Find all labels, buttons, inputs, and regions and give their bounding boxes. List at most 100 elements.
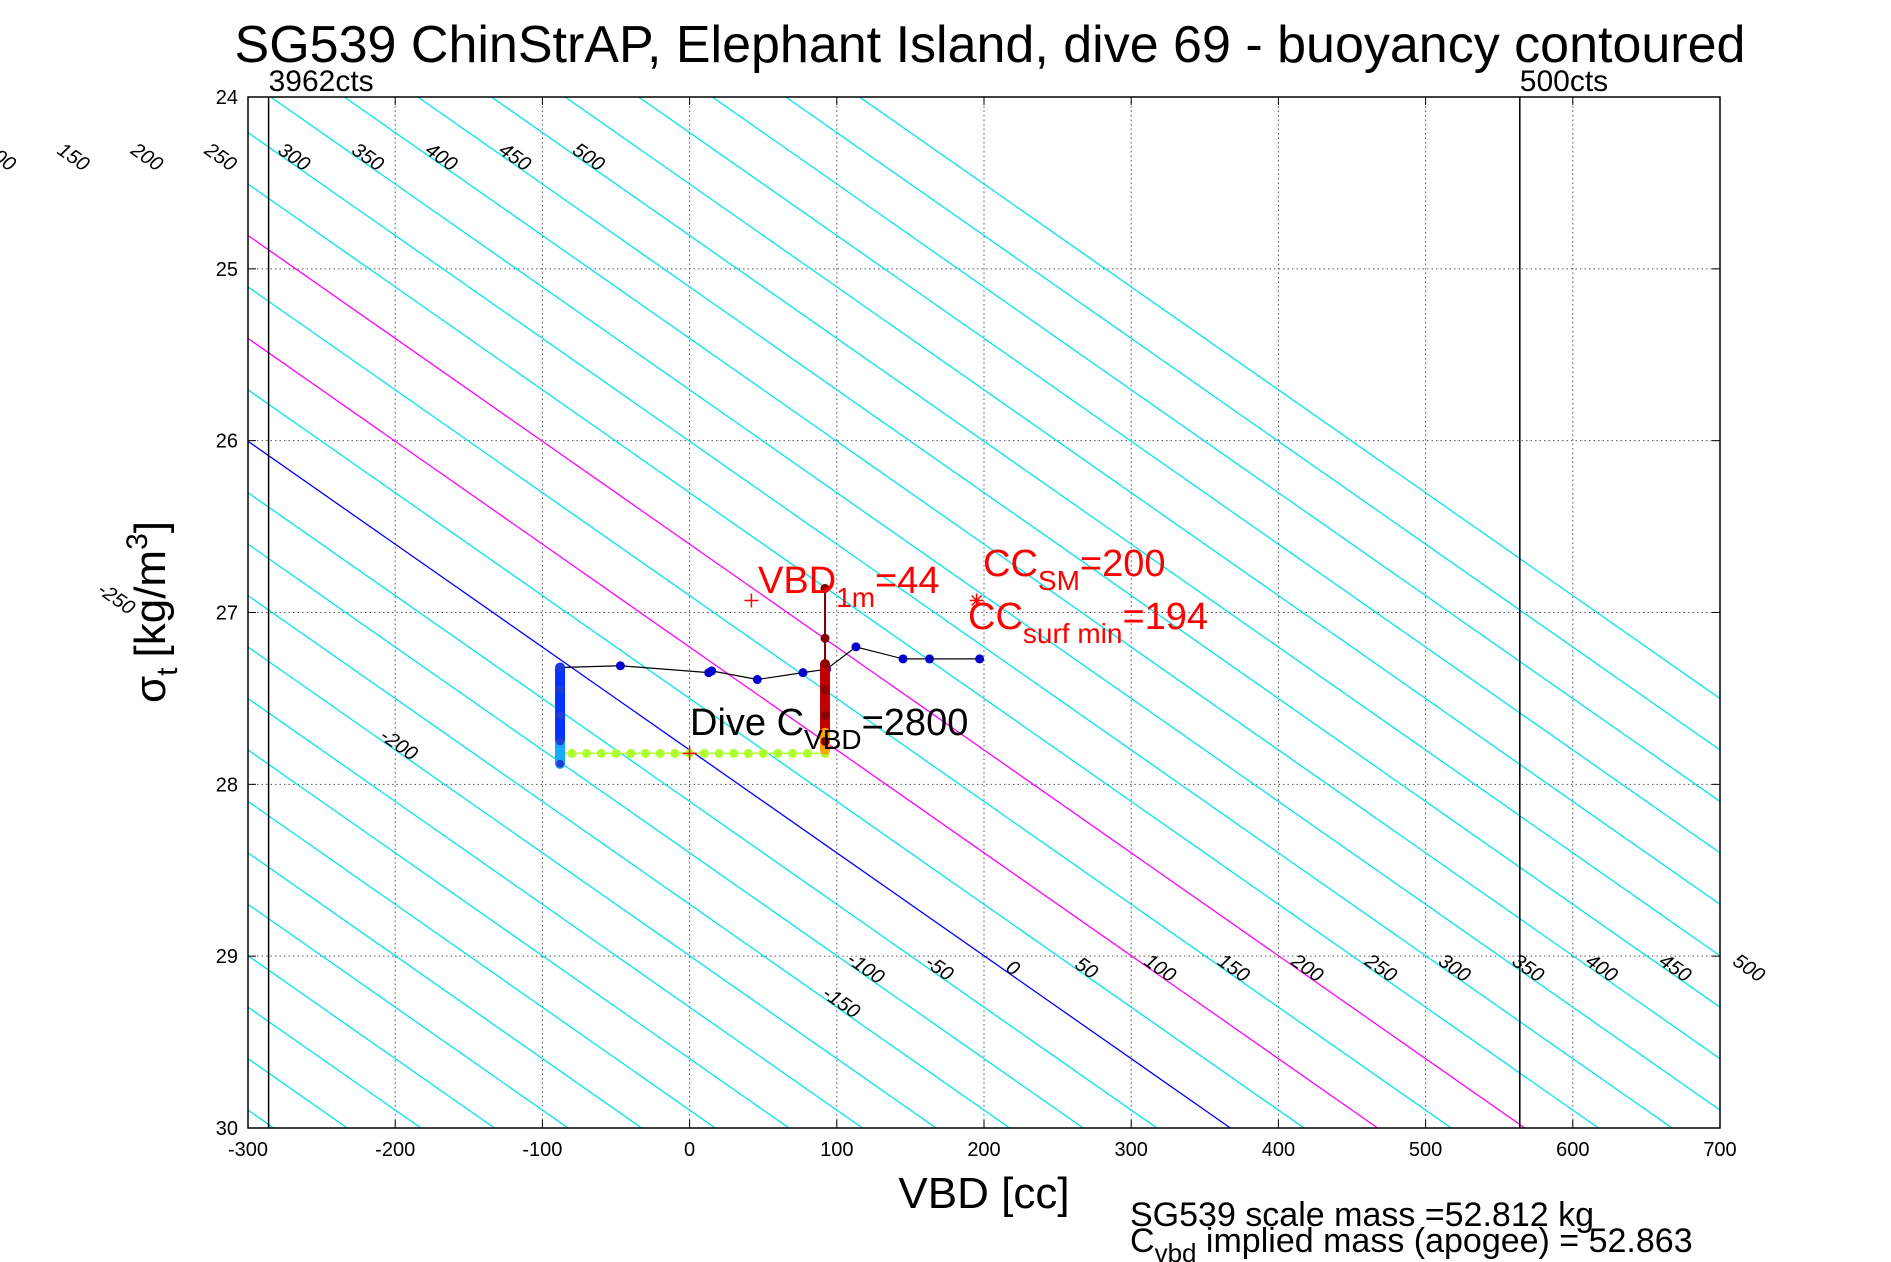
- contour-label: 100: [0, 139, 19, 176]
- climb-track-point: [670, 748, 680, 758]
- x-tick-label: -200: [375, 1139, 415, 1161]
- x-axis-label: VBD [cc]: [898, 1169, 1069, 1218]
- vbd-limit-label: 3962cts: [269, 65, 374, 98]
- apogee-right-point: [820, 685, 830, 695]
- ccsurf-value: =194: [1122, 596, 1208, 638]
- dive-track-point: [798, 668, 808, 678]
- ccsurf-sub: surf min: [1023, 618, 1123, 649]
- footer-scale-mass: SG539 scale mass =52.812 kg: [1130, 1196, 1594, 1234]
- contour-line: [711, 97, 1720, 803]
- ccsm-main: CC: [983, 543, 1038, 585]
- footer-cvbd-main: C: [1130, 1222, 1155, 1260]
- climb-track-point: [640, 748, 650, 758]
- ccsm-value: =200: [1080, 543, 1166, 585]
- x-tick-label: 0: [684, 1139, 695, 1161]
- y-axis-label-sup: 3: [121, 533, 154, 550]
- footer-cvbd-rest: implied mass (apogee) = 52.863: [1196, 1222, 1692, 1260]
- x-tick-label: 700: [1703, 1139, 1736, 1161]
- climb-track-point: [596, 748, 606, 758]
- contour-line: [248, 440, 1231, 1128]
- y-axis-label: σt [kg/m3]: [121, 521, 184, 703]
- y-axis-label-close: ]: [126, 521, 175, 533]
- contour-line: [248, 697, 863, 1128]
- x-tick-label: 400: [1262, 1139, 1295, 1161]
- contour-line: [491, 97, 1720, 957]
- ccsurf-main: CC: [968, 596, 1023, 638]
- climb-track-point: [714, 748, 724, 758]
- climb-track-point: [788, 748, 798, 758]
- climb-track-point: [773, 748, 783, 758]
- dive-track-point: [704, 668, 714, 678]
- vbd1m-annotation: VBD1m=44: [758, 560, 940, 613]
- apogee-right-point: [820, 736, 830, 746]
- apogee-right-point: [820, 711, 830, 721]
- contour-line: [270, 97, 1720, 1111]
- contour-line: [248, 646, 937, 1128]
- contour-line: [248, 234, 1526, 1128]
- contour-line: [248, 491, 1158, 1128]
- x-tick-label: 100: [820, 1139, 853, 1161]
- x-tick-label: 300: [1115, 1139, 1148, 1161]
- contour-line: [0, 97, 126, 1128]
- dive-track-point: [925, 654, 935, 664]
- contour-line: [417, 97, 1720, 1008]
- climb-track-point: [699, 748, 709, 758]
- climb-track-point: [729, 748, 739, 758]
- dive-cvbd-value: =2800: [862, 702, 969, 744]
- contour-line: [248, 131, 1673, 1128]
- y-tick-label: 30: [216, 1118, 238, 1140]
- x-tick-label: 600: [1556, 1139, 1589, 1161]
- dive-cvbd-annotation: Dive CVBD=2800: [690, 702, 968, 755]
- apogee-right-point: [820, 659, 830, 669]
- x-tick-label: -300: [228, 1139, 268, 1161]
- dive-track-point: [898, 654, 908, 664]
- y-tick-label: 24: [216, 87, 238, 109]
- ccsurf-annotation: CCsurf min=194: [968, 596, 1208, 649]
- contour-line: [248, 286, 1452, 1128]
- contour-line: [638, 97, 1720, 854]
- y-tick-label: 25: [216, 259, 238, 281]
- contour-line: [564, 97, 1720, 906]
- footer-implied-mass: Cvbd implied mass (apogee) = 52.863: [1130, 1222, 1693, 1262]
- y-axis-label-symbol: σ: [126, 676, 175, 703]
- contour-line: [248, 594, 1010, 1128]
- apogee-right-point: [820, 583, 830, 593]
- axis-ticks: -300 -200 -100 0 100 200 300 400 500 600 700 24 25 26…: [216, 87, 1737, 1161]
- apogee-left-point: [556, 685, 565, 694]
- climb-track-point: [743, 748, 753, 758]
- ccsm-sub: SM: [1038, 565, 1080, 596]
- dive-track-point: [851, 642, 861, 652]
- vbd-limit-lines: 3962cts 500cts: [267, 65, 1608, 1128]
- contour-line: [248, 749, 790, 1128]
- y-tick-label: 26: [216, 431, 238, 453]
- footer-cvbd-sub: vbd: [1155, 1238, 1197, 1262]
- apogee-left-point: [556, 759, 565, 768]
- dive-cvbd-main: Dive C: [690, 702, 804, 744]
- x-tick-label: -100: [522, 1139, 562, 1161]
- contour-line: [248, 800, 716, 1128]
- dive-track-point: [615, 661, 625, 671]
- contour-line: [248, 903, 569, 1128]
- contour-line: [248, 852, 642, 1128]
- climb-track-point: [802, 748, 812, 758]
- apogee-left-point: [556, 737, 565, 746]
- dive-track-point: [752, 675, 762, 685]
- apogee-left-point: [556, 711, 565, 720]
- vbd1m-sub: 1m: [836, 582, 875, 613]
- contour-line: [785, 97, 1720, 751]
- climb-track-point: [655, 748, 665, 758]
- contour-line: [343, 97, 1720, 1060]
- ccsm-annotation: CCSM=200: [983, 543, 1165, 596]
- vbd1m-main: VBD: [758, 560, 836, 602]
- climb-track-point: [582, 748, 592, 758]
- contour-label: 250: [200, 138, 241, 176]
- vbd1m-value: =44: [875, 560, 939, 602]
- contour-line: [248, 337, 1378, 1128]
- contour-label: 200: [126, 138, 167, 176]
- contour-line: [248, 389, 1305, 1128]
- contour-line: [859, 97, 1720, 700]
- climb-track-point: [626, 748, 636, 758]
- markers: [682, 593, 984, 761]
- climb-track-point: [567, 748, 577, 758]
